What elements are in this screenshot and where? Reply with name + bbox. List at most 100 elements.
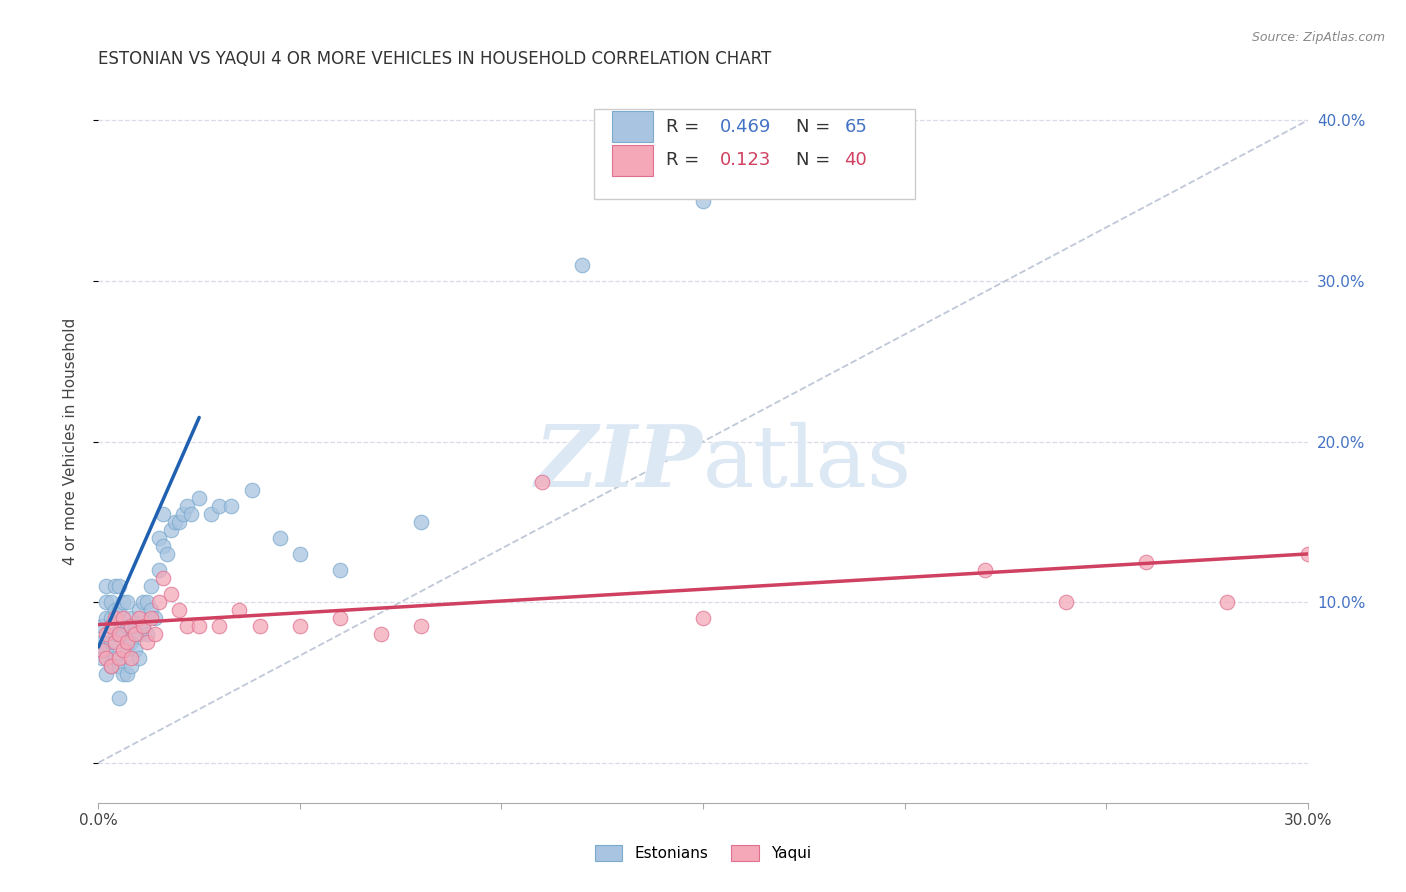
Text: 65: 65: [845, 118, 868, 136]
Y-axis label: 4 or more Vehicles in Household: 4 or more Vehicles in Household: [63, 318, 77, 566]
Text: N =: N =: [796, 152, 837, 169]
Point: [100, 659, 122, 673]
Point: [1296, 547, 1319, 561]
Point: [91, 635, 114, 649]
Text: ZIP: ZIP: [536, 421, 703, 505]
Point: [240, 483, 263, 497]
Point: [148, 595, 170, 609]
Point: [120, 611, 142, 625]
Point: [148, 563, 170, 577]
Point: [329, 563, 352, 577]
Point: [143, 611, 166, 625]
Text: 0.469: 0.469: [720, 118, 772, 136]
Point: [208, 619, 231, 633]
Point: [135, 635, 157, 649]
Point: [103, 627, 125, 641]
Point: [139, 611, 162, 625]
Point: [148, 531, 170, 545]
FancyBboxPatch shape: [613, 112, 654, 142]
Point: [100, 659, 122, 673]
Point: [172, 507, 194, 521]
Point: [115, 595, 138, 609]
Point: [111, 643, 134, 657]
Point: [530, 475, 553, 489]
Point: [100, 611, 122, 625]
Point: [139, 579, 162, 593]
Point: [249, 619, 271, 633]
Text: R =: R =: [665, 118, 704, 136]
Point: [96, 579, 118, 593]
Point: [91, 651, 114, 665]
Legend: Estonians, Yaqui: Estonians, Yaqui: [589, 839, 817, 867]
Point: [228, 603, 250, 617]
Point: [107, 627, 129, 641]
Point: [974, 563, 997, 577]
Point: [96, 643, 118, 657]
FancyBboxPatch shape: [613, 145, 654, 176]
Point: [208, 499, 231, 513]
Point: [176, 499, 198, 513]
FancyBboxPatch shape: [595, 109, 915, 200]
Point: [132, 619, 155, 633]
Point: [100, 619, 122, 633]
Point: [96, 627, 118, 641]
Point: [1216, 595, 1239, 609]
Point: [103, 579, 125, 593]
Point: [128, 627, 150, 641]
Point: [167, 515, 190, 529]
Point: [111, 611, 134, 625]
Point: [152, 571, 174, 585]
Point: [115, 619, 138, 633]
Point: [188, 491, 211, 505]
Point: [96, 667, 118, 681]
Point: [107, 579, 129, 593]
Point: [329, 611, 352, 625]
Text: ESTONIAN VS YAQUI 4 OR MORE VEHICLES IN HOUSEHOLD CORRELATION CHART: ESTONIAN VS YAQUI 4 OR MORE VEHICLES IN …: [98, 50, 772, 68]
Point: [135, 627, 157, 641]
Point: [96, 611, 118, 625]
Point: [1054, 595, 1077, 609]
Point: [103, 611, 125, 625]
Point: [152, 539, 174, 553]
Point: [107, 659, 129, 673]
Point: [96, 651, 118, 665]
Point: [160, 587, 183, 601]
Point: [120, 635, 142, 649]
Point: [156, 547, 179, 561]
Point: [107, 603, 129, 617]
Point: [180, 507, 202, 521]
Point: [139, 603, 162, 617]
Point: [103, 651, 125, 665]
Point: [124, 627, 146, 641]
Point: [188, 619, 211, 633]
Text: R =: R =: [665, 152, 710, 169]
Point: [124, 643, 146, 657]
Point: [120, 659, 142, 673]
Text: Source: ZipAtlas.com: Source: ZipAtlas.com: [1251, 31, 1385, 45]
Text: N =: N =: [796, 118, 837, 136]
Point: [269, 531, 291, 545]
Point: [91, 619, 114, 633]
Point: [132, 619, 155, 633]
Point: [409, 619, 432, 633]
Point: [200, 507, 222, 521]
Text: 0.123: 0.123: [720, 152, 772, 169]
Point: [132, 595, 155, 609]
Point: [115, 635, 138, 649]
Point: [107, 651, 129, 665]
Point: [143, 627, 166, 641]
Point: [370, 627, 392, 641]
Point: [115, 667, 138, 681]
Point: [100, 595, 122, 609]
Point: [176, 619, 198, 633]
Text: atlas: atlas: [703, 422, 912, 505]
Point: [124, 619, 146, 633]
Point: [111, 595, 134, 609]
Point: [103, 635, 125, 649]
Point: [107, 691, 129, 706]
Point: [111, 627, 134, 641]
Point: [103, 603, 125, 617]
Point: [163, 515, 186, 529]
Point: [128, 611, 150, 625]
Point: [1135, 555, 1157, 569]
